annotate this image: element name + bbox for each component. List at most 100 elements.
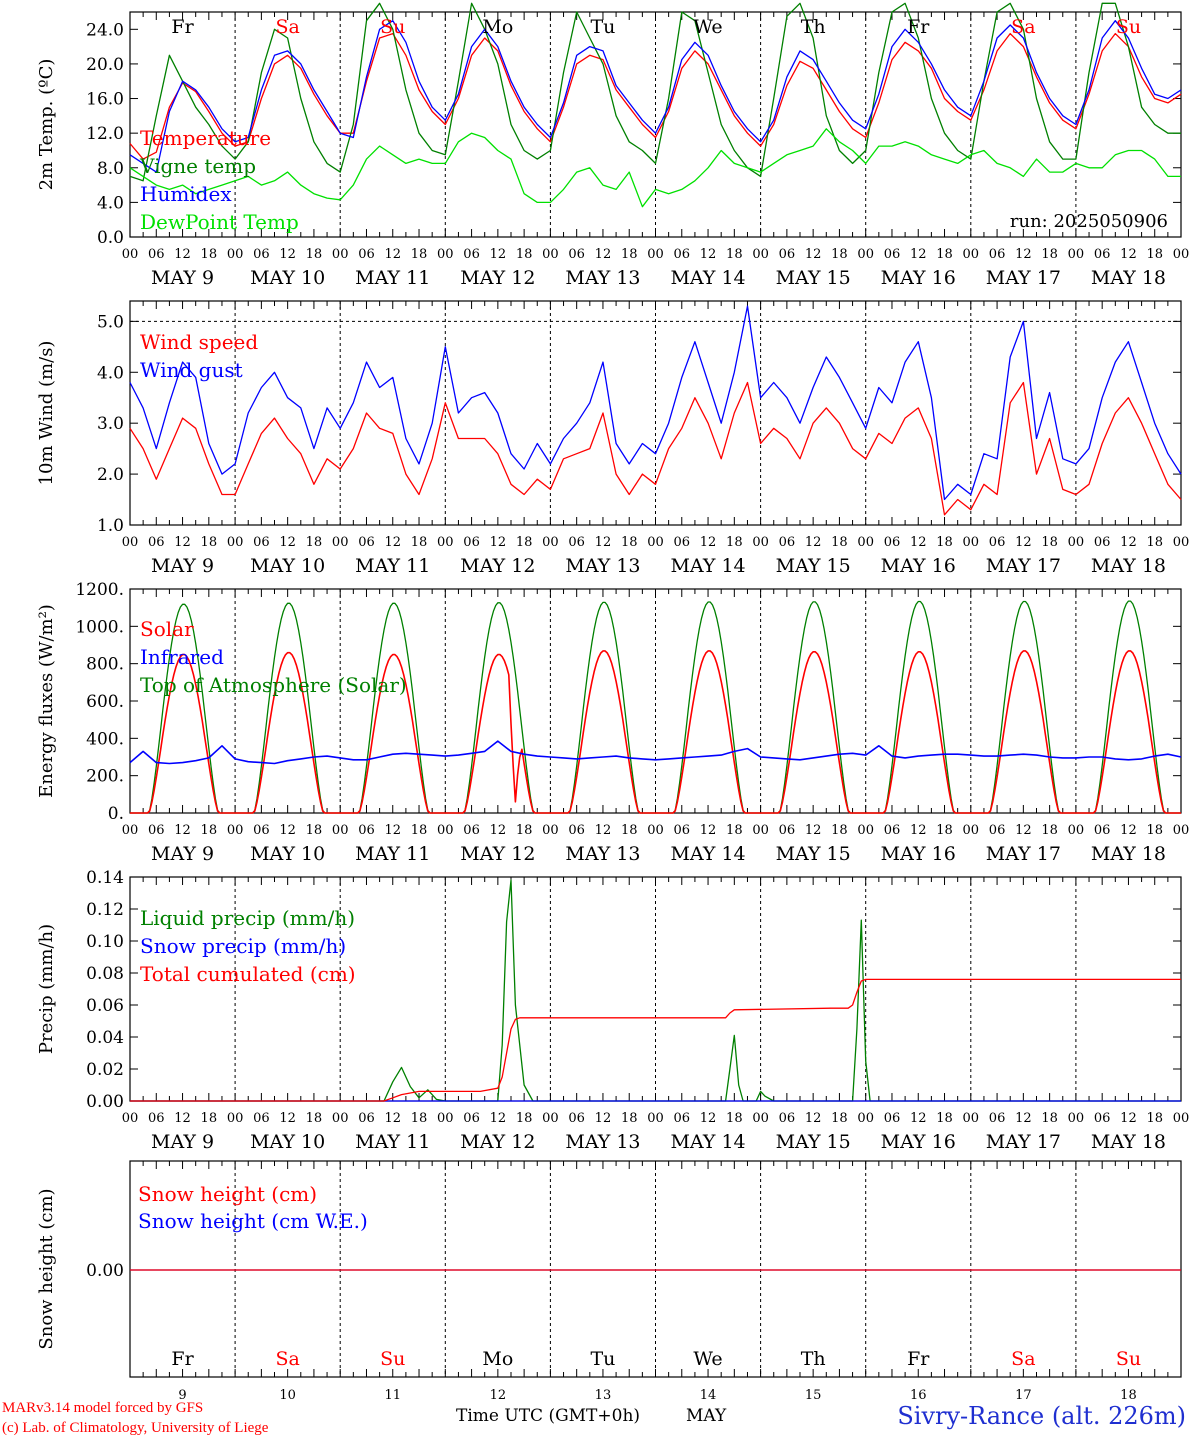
hour-label: 06 <box>358 823 375 838</box>
hour-label: 06 <box>989 823 1006 838</box>
hour-label: 06 <box>148 823 165 838</box>
y-tick-label: 0.00 <box>86 1261 124 1281</box>
series-vigne-temp <box>129 2 1181 182</box>
credit-line-2: (c) Lab. of Climatology, University of L… <box>2 1420 269 1436</box>
hour-label: 12 <box>1015 535 1032 550</box>
date-label: MAY 12 <box>460 555 535 577</box>
date-label: MAY 9 <box>151 1131 214 1153</box>
hour-label: 06 <box>989 247 1006 262</box>
hour-label: 18 <box>306 1111 323 1126</box>
weekday-label: Sa <box>1011 16 1035 38</box>
date-label: MAY 15 <box>776 555 851 577</box>
y-tick-label: 16.0 <box>86 90 124 110</box>
hour-label: 06 <box>884 823 901 838</box>
hour-label: 12 <box>174 247 191 262</box>
hour-label: 06 <box>779 247 796 262</box>
hour-label: 06 <box>253 823 270 838</box>
date-label: MAY 17 <box>986 1131 1061 1153</box>
hour-label: 06 <box>674 823 691 838</box>
hour-label: 06 <box>779 535 796 550</box>
hour-label: 18 <box>201 1111 218 1126</box>
hour-label: 00 <box>647 1111 664 1126</box>
y-tick-label: 12.0 <box>86 124 124 144</box>
hour-label: 06 <box>463 823 480 838</box>
legend-entry: Infrared <box>140 645 224 669</box>
day-number: 15 <box>805 1388 822 1403</box>
hour-label: 00 <box>752 247 769 262</box>
panel-1: 0.0 4.0 8.0 12.0 16.0 20.0 24.0 2m Temp. (ºC) Fr… <box>36 2 1189 289</box>
plot-frame <box>129 588 1182 814</box>
hour-label: 18 <box>1041 1111 1058 1126</box>
weekday-label: Tu <box>590 16 615 38</box>
y-tick-label: 1.0 <box>97 516 124 536</box>
hour-label: 00 <box>227 823 244 838</box>
hour-label: 12 <box>384 823 401 838</box>
hour-label: 18 <box>516 823 533 838</box>
hour-label: 00 <box>122 823 139 838</box>
run-annotation: run: 2025050906 <box>1010 211 1168 232</box>
hour-label: 06 <box>463 247 480 262</box>
day-number: 12 <box>490 1388 507 1403</box>
y-tick-label: 200. <box>86 767 124 787</box>
hour-label: 06 <box>1094 823 1111 838</box>
hour-label: 18 <box>1146 247 1163 262</box>
hour-label: 18 <box>306 823 323 838</box>
hour-label: 06 <box>779 1111 796 1126</box>
weekday-label: Sa <box>1011 1348 1035 1370</box>
hour-label: 12 <box>910 247 927 262</box>
hour-label: 00 <box>122 1111 139 1126</box>
legend-entry: Temperature <box>140 126 271 150</box>
hour-label: 00 <box>122 535 139 550</box>
hour-label: 06 <box>148 247 165 262</box>
y-tick-label: 0.04 <box>86 1028 124 1048</box>
weekday-label: Fr <box>171 1348 194 1370</box>
hour-label: 06 <box>358 247 375 262</box>
date-label: MAY 12 <box>460 1131 535 1153</box>
hour-label: 00 <box>752 1111 769 1126</box>
hour-label: 12 <box>595 1111 612 1126</box>
hour-label: 00 <box>963 823 980 838</box>
hour-label: 06 <box>253 247 270 262</box>
hour-label: 12 <box>1015 823 1032 838</box>
date-label: MAY 9 <box>151 267 214 289</box>
legend-entry: Wind gust <box>140 358 243 382</box>
hour-label: 18 <box>516 535 533 550</box>
hour-label: 12 <box>805 823 822 838</box>
credit-line-1: MARv3.14 model forced by GFS <box>2 1400 204 1416</box>
weekday-label: Fr <box>907 16 930 38</box>
date-label: MAY 12 <box>460 843 535 865</box>
hour-label: 06 <box>884 535 901 550</box>
plot-frame <box>129 11 1182 238</box>
hour-label: 18 <box>726 247 743 262</box>
hour-label: 18 <box>411 247 428 262</box>
hour-label: 12 <box>490 1111 507 1126</box>
date-label: MAY 14 <box>670 555 745 577</box>
date-label: MAY 18 <box>1091 267 1166 289</box>
date-label: MAY 13 <box>565 267 640 289</box>
hour-label: 18 <box>936 823 953 838</box>
date-label: MAY 14 <box>670 1131 745 1153</box>
weekday-label: Sa <box>275 16 299 38</box>
date-label: MAY 12 <box>460 267 535 289</box>
hour-label: 06 <box>1094 535 1111 550</box>
y-tick-label: 3.0 <box>97 414 124 434</box>
y-tick-label: 4.0 <box>97 363 124 383</box>
y-tick-label: 0. <box>108 804 124 824</box>
weekday-label: Mo <box>482 1348 513 1370</box>
date-label: MAY 10 <box>250 267 325 289</box>
y-tick-label: 0.0 <box>97 228 124 248</box>
y-tick-label: 2.0 <box>97 465 124 485</box>
date-label: MAY 13 <box>565 555 640 577</box>
hour-label: 00 <box>1173 1111 1190 1126</box>
plot-frame <box>129 1160 1182 1378</box>
date-label: MAY 14 <box>670 267 745 289</box>
hour-label: 12 <box>279 823 296 838</box>
hour-label: 12 <box>1120 535 1137 550</box>
hour-label: 12 <box>490 823 507 838</box>
hour-label: 18 <box>726 823 743 838</box>
hour-label: 00 <box>227 535 244 550</box>
weekday-label: Sa <box>275 1348 299 1370</box>
hour-label: 12 <box>384 535 401 550</box>
date-label: MAY 17 <box>986 843 1061 865</box>
